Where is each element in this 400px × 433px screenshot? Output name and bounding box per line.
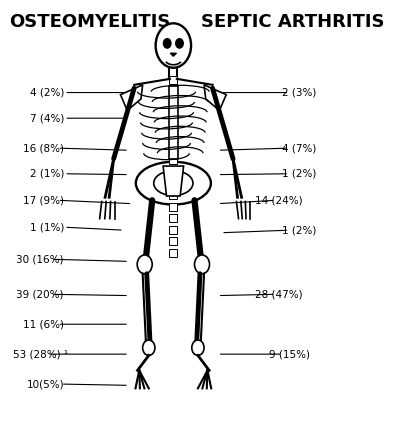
Text: OSTEOMYELITIS: OSTEOMYELITIS (10, 13, 171, 32)
Polygon shape (120, 85, 143, 110)
Polygon shape (170, 53, 176, 56)
Bar (169, 122, 178, 130)
Bar (169, 76, 178, 84)
Circle shape (137, 255, 152, 274)
Bar (169, 226, 178, 233)
Bar (169, 110, 178, 118)
Text: 4 (7%): 4 (7%) (282, 143, 317, 153)
Circle shape (194, 255, 210, 274)
Bar (169, 180, 178, 187)
Text: SEPTIC ARTHRITIS: SEPTIC ARTHRITIS (201, 13, 384, 32)
Bar (169, 86, 178, 159)
Bar (169, 237, 178, 245)
Text: 2 (3%): 2 (3%) (282, 87, 317, 97)
Circle shape (143, 340, 155, 355)
Circle shape (176, 39, 183, 48)
Text: 4 (2%): 4 (2%) (30, 87, 64, 97)
Text: 53 (28%) ¹: 53 (28%) ¹ (13, 349, 68, 359)
Bar (169, 133, 178, 141)
Text: 16 (8%): 16 (8%) (23, 143, 64, 153)
Bar (169, 168, 178, 176)
Polygon shape (163, 166, 184, 196)
Text: 2 (1%): 2 (1%) (30, 169, 64, 179)
Text: 7 (4%): 7 (4%) (30, 113, 64, 123)
Bar (169, 191, 178, 199)
Text: 11 (6%): 11 (6%) (23, 319, 64, 329)
Text: 1 (2%): 1 (2%) (282, 225, 317, 235)
Text: 1 (1%): 1 (1%) (30, 222, 64, 232)
Bar (169, 214, 178, 222)
Text: 30 (16%): 30 (16%) (16, 254, 64, 264)
Ellipse shape (154, 171, 193, 196)
Ellipse shape (136, 162, 211, 204)
Circle shape (156, 23, 191, 68)
Text: 39 (20%): 39 (20%) (16, 289, 64, 299)
Text: 17 (9%): 17 (9%) (23, 195, 64, 205)
Text: 28 (47%): 28 (47%) (255, 289, 303, 299)
Bar (169, 99, 178, 107)
Text: 10(5%): 10(5%) (27, 379, 64, 389)
Bar (169, 157, 178, 165)
Text: 1 (2%): 1 (2%) (282, 169, 317, 179)
Text: 9 (15%): 9 (15%) (269, 349, 310, 359)
Polygon shape (204, 85, 226, 110)
Circle shape (192, 340, 204, 355)
Bar (169, 203, 178, 210)
Bar (169, 249, 178, 257)
Circle shape (164, 39, 171, 48)
Text: 14 (24%): 14 (24%) (255, 195, 303, 205)
Bar (169, 145, 178, 153)
Bar (169, 87, 178, 95)
